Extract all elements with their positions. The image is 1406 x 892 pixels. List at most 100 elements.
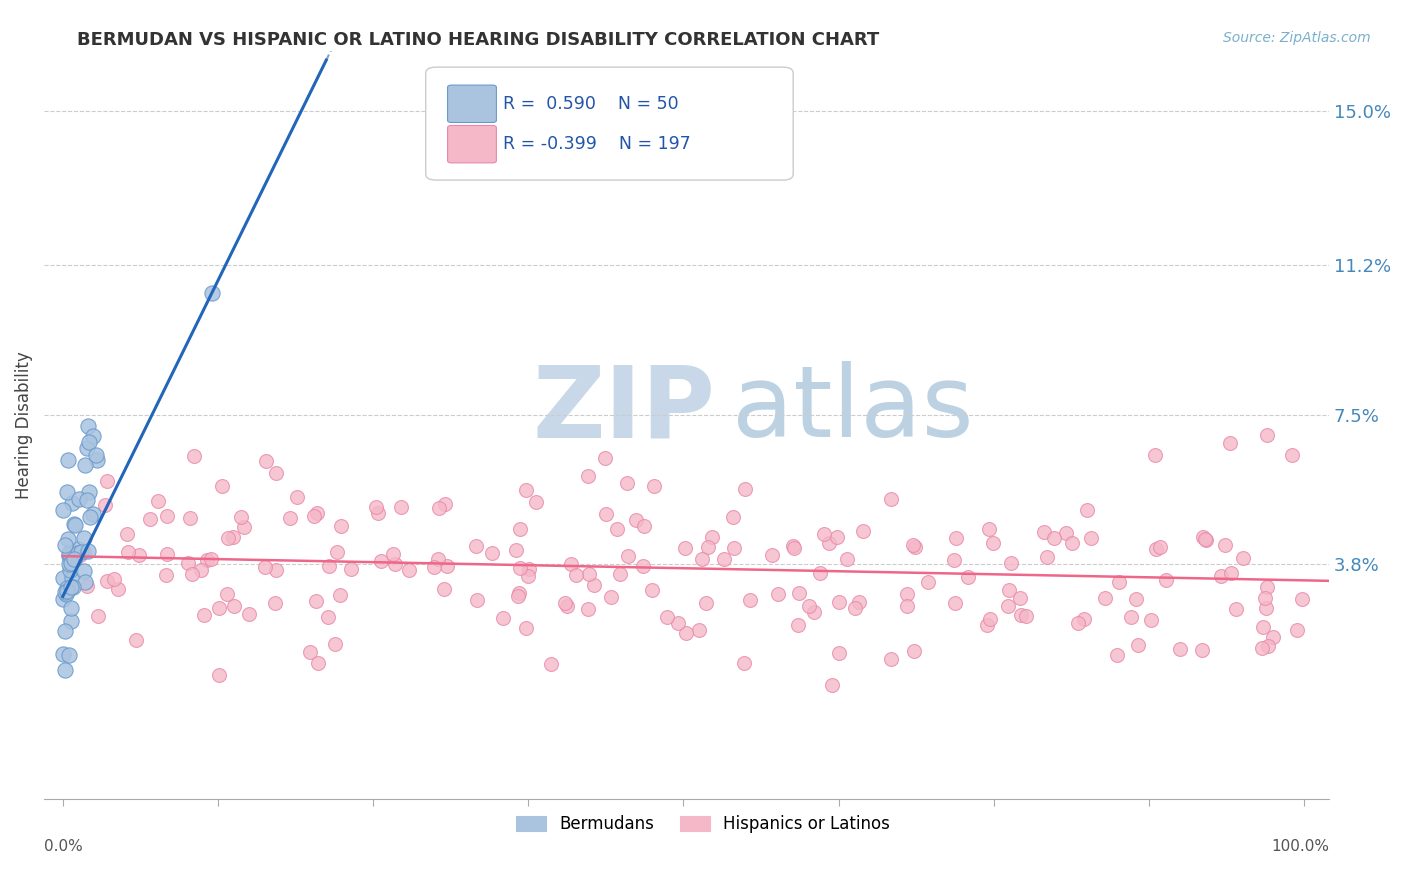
Bermudans bbox=[73, 458, 96, 472]
Hispanics or Latinos bbox=[103, 572, 125, 586]
Hispanics or Latinos bbox=[797, 599, 820, 613]
Hispanics or Latinos bbox=[1144, 448, 1167, 462]
Hispanics or Latinos bbox=[783, 541, 806, 555]
Hispanics or Latinos bbox=[740, 592, 762, 607]
Bermudans bbox=[201, 286, 224, 301]
Hispanics or Latinos bbox=[997, 599, 1019, 613]
Hispanics or Latinos bbox=[666, 616, 689, 631]
Hispanics or Latinos bbox=[943, 596, 966, 610]
Hispanics or Latinos bbox=[326, 545, 349, 559]
Text: R = -0.399    N = 197: R = -0.399 N = 197 bbox=[503, 136, 690, 153]
Hispanics or Latinos bbox=[1215, 538, 1237, 552]
Hispanics or Latinos bbox=[609, 566, 631, 581]
Hispanics or Latinos bbox=[318, 558, 340, 573]
Hispanics or Latinos bbox=[183, 450, 205, 464]
Hispanics or Latinos bbox=[1107, 648, 1129, 662]
Hispanics or Latinos bbox=[565, 568, 588, 582]
Hispanics or Latinos bbox=[222, 599, 245, 614]
Hispanics or Latinos bbox=[554, 596, 576, 610]
Hispanics or Latinos bbox=[821, 678, 844, 692]
Hispanics or Latinos bbox=[146, 493, 169, 508]
Hispanics or Latinos bbox=[434, 497, 457, 511]
Bermudans bbox=[59, 580, 82, 594]
Hispanics or Latinos bbox=[1191, 643, 1213, 657]
Hispanics or Latinos bbox=[285, 490, 308, 504]
Text: R =  0.590    N = 50: R = 0.590 N = 50 bbox=[503, 95, 679, 112]
Hispanics or Latinos bbox=[837, 552, 859, 566]
Bermudans bbox=[60, 496, 83, 510]
FancyBboxPatch shape bbox=[426, 67, 793, 180]
Text: BERMUDAN VS HISPANIC OR LATINO HEARING DISABILITY CORRELATION CHART: BERMUDAN VS HISPANIC OR LATINO HEARING D… bbox=[77, 31, 880, 49]
Hispanics or Latinos bbox=[880, 652, 903, 666]
Bermudans bbox=[53, 585, 76, 599]
Hispanics or Latinos bbox=[578, 567, 600, 582]
Hispanics or Latinos bbox=[633, 519, 655, 533]
Hispanics or Latinos bbox=[700, 530, 723, 544]
Bermudans bbox=[76, 493, 98, 508]
Hispanics or Latinos bbox=[1125, 592, 1147, 607]
Hispanics or Latinos bbox=[945, 531, 967, 545]
Hispanics or Latinos bbox=[690, 552, 713, 566]
Hispanics or Latinos bbox=[825, 530, 848, 544]
Bermudans bbox=[59, 614, 82, 628]
Hispanics or Latinos bbox=[956, 570, 979, 584]
Hispanics or Latinos bbox=[96, 574, 118, 589]
Hispanics or Latinos bbox=[96, 474, 118, 488]
Hispanics or Latinos bbox=[302, 508, 325, 523]
Hispanics or Latinos bbox=[903, 644, 925, 658]
Hispanics or Latinos bbox=[73, 545, 96, 559]
Hispanics or Latinos bbox=[1094, 591, 1116, 606]
Hispanics or Latinos bbox=[641, 583, 664, 598]
Hispanics or Latinos bbox=[1067, 615, 1090, 630]
Hispanics or Latinos bbox=[427, 552, 450, 566]
Hispanics or Latinos bbox=[299, 645, 322, 659]
Hispanics or Latinos bbox=[786, 618, 808, 632]
Hispanics or Latinos bbox=[305, 506, 328, 520]
Hispanics or Latinos bbox=[1261, 630, 1284, 644]
Bermudans bbox=[77, 434, 100, 449]
Hispanics or Latinos bbox=[1121, 610, 1143, 624]
Hispanics or Latinos bbox=[1139, 613, 1161, 627]
Bermudans bbox=[56, 582, 79, 596]
Hispanics or Latinos bbox=[429, 501, 451, 516]
Hispanics or Latinos bbox=[1251, 619, 1274, 633]
Hispanics or Latinos bbox=[697, 540, 720, 554]
Hispanics or Latinos bbox=[318, 609, 340, 624]
Hispanics or Latinos bbox=[903, 541, 925, 555]
Hispanics or Latinos bbox=[307, 656, 329, 670]
Hispanics or Latinos bbox=[340, 562, 363, 576]
Hispanics or Latinos bbox=[180, 567, 202, 582]
Hispanics or Latinos bbox=[787, 586, 810, 600]
Hispanics or Latinos bbox=[366, 500, 388, 514]
Bermudans bbox=[84, 448, 107, 462]
Hispanics or Latinos bbox=[896, 587, 918, 601]
Hispanics or Latinos bbox=[555, 599, 578, 614]
Hispanics or Latinos bbox=[1285, 623, 1308, 637]
Bermudans bbox=[60, 571, 83, 585]
Hispanics or Latinos bbox=[844, 601, 866, 615]
Hispanics or Latinos bbox=[1195, 533, 1218, 548]
Bermudans bbox=[63, 552, 86, 566]
Hispanics or Latinos bbox=[1291, 592, 1313, 607]
Hispanics or Latinos bbox=[675, 626, 697, 640]
Hispanics or Latinos bbox=[94, 498, 117, 512]
Text: atlas: atlas bbox=[731, 361, 973, 458]
Hispanics or Latinos bbox=[626, 513, 648, 527]
Bermudans bbox=[82, 429, 104, 443]
Bermudans bbox=[59, 601, 82, 615]
Bermudans bbox=[52, 571, 75, 585]
Hispanics or Latinos bbox=[264, 596, 287, 610]
Hispanics or Latinos bbox=[803, 605, 825, 619]
Hispanics or Latinos bbox=[115, 526, 138, 541]
Hispanics or Latinos bbox=[76, 579, 98, 593]
Hispanics or Latinos bbox=[506, 589, 529, 603]
Hispanics or Latinos bbox=[367, 506, 389, 520]
Hispanics or Latinos bbox=[222, 530, 245, 544]
Y-axis label: Hearing Disability: Hearing Disability bbox=[15, 351, 32, 499]
Hispanics or Latinos bbox=[266, 563, 288, 577]
Bermudans bbox=[55, 538, 77, 552]
Hispanics or Latinos bbox=[616, 549, 638, 563]
Hispanics or Latinos bbox=[1008, 591, 1031, 605]
Bermudans bbox=[58, 549, 80, 564]
Hispanics or Latinos bbox=[69, 548, 91, 562]
